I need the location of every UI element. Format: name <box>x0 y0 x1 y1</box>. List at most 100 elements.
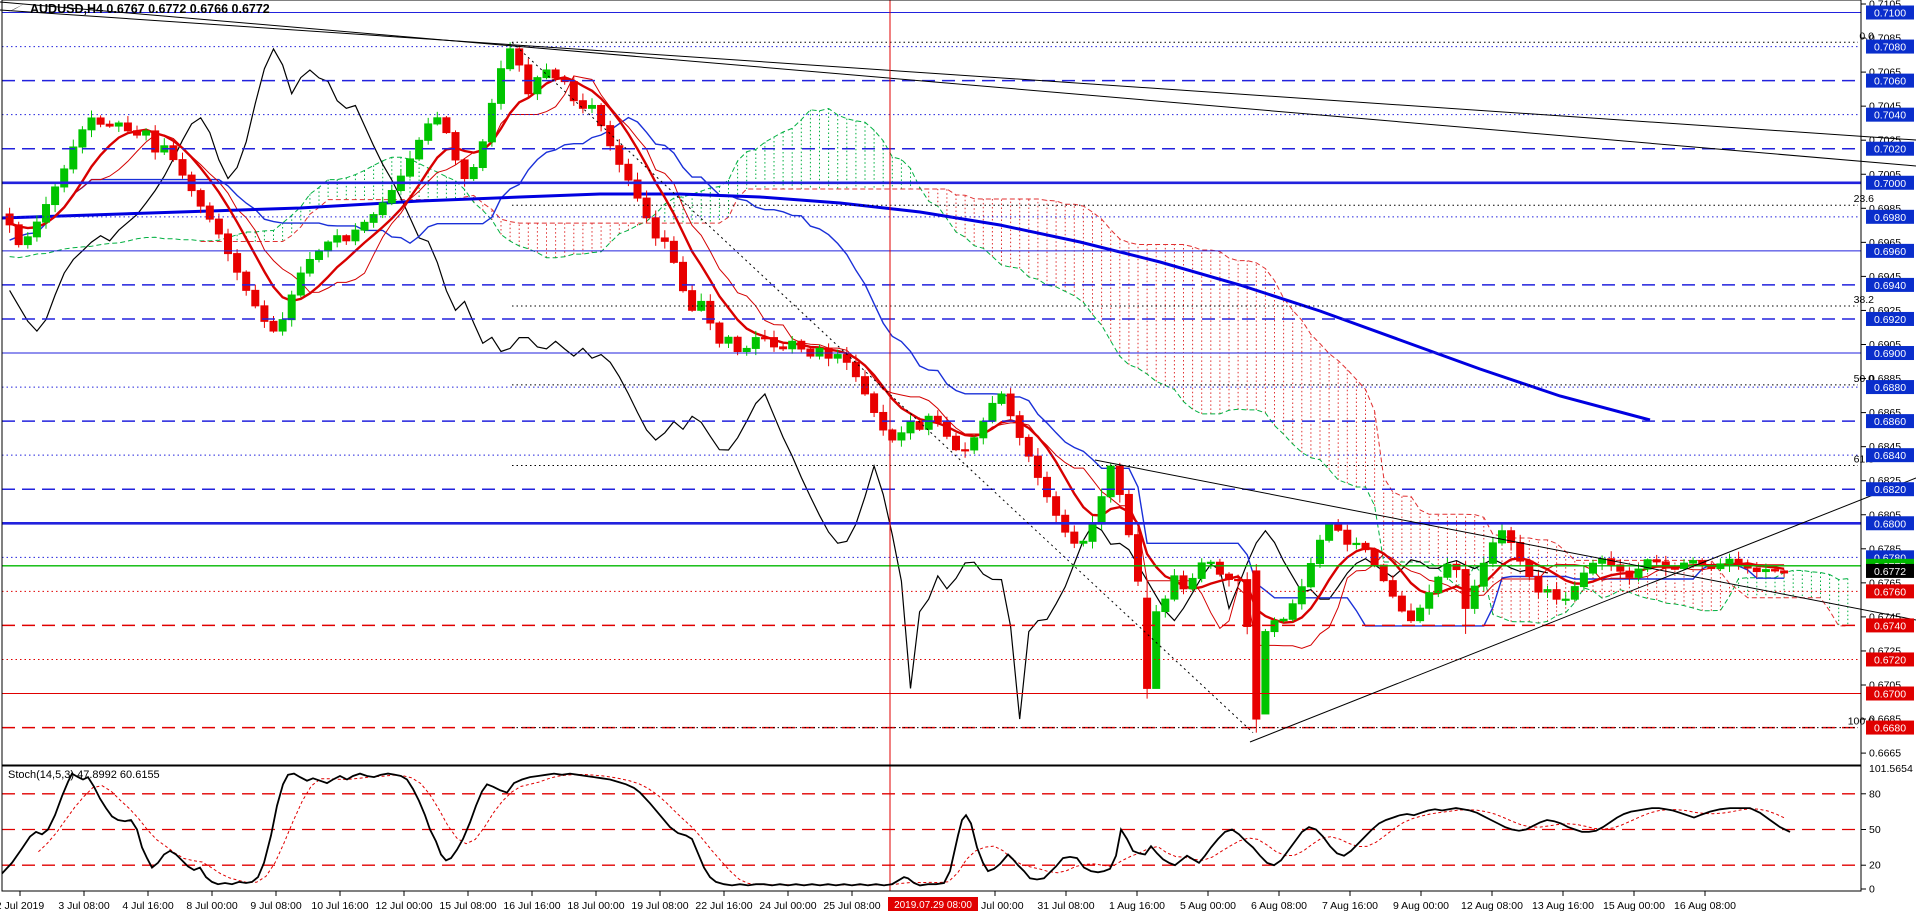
time-tick-label: 22 Jul 16:00 <box>695 900 752 912</box>
candle-down <box>1388 580 1397 597</box>
candle-down <box>633 179 642 199</box>
candle-down <box>861 376 869 395</box>
ichimoku-cloud <box>9 107 1849 627</box>
price-tag-blue-text: 0.6800 <box>1874 518 1906 530</box>
candle-down <box>679 261 687 292</box>
candle-down <box>14 224 23 246</box>
price-axis: 0.66650.66850.67050.67250.67450.67650.67… <box>1861 0 1914 760</box>
bid-price-tag-text: 0.6772 <box>1874 566 1906 578</box>
time-axis: 2 Jul 2019 3 Jul 08:00 4 Jul 16:00 8 Jul 00… <box>0 891 1736 912</box>
candle-down <box>569 81 578 102</box>
time-highlight-tag <box>888 897 978 911</box>
candle-down <box>1552 589 1561 600</box>
candle-up <box>1206 561 1215 564</box>
candle-up <box>406 158 414 177</box>
price-tick-label: 0.7105 <box>1869 0 1901 11</box>
time-tick-label: 8 Jul 00:00 <box>186 900 238 912</box>
candle-up <box>1316 539 1324 565</box>
candle-down <box>5 213 14 226</box>
candle-down <box>1124 493 1133 536</box>
candle-up <box>1643 559 1652 570</box>
candle-down <box>1507 530 1516 544</box>
candle-down <box>851 361 860 378</box>
candle-down <box>779 346 788 350</box>
candle-up <box>369 214 378 223</box>
candle-up <box>988 402 997 422</box>
candle-up <box>1689 560 1698 564</box>
price-tag-blue-text: 0.6820 <box>1874 484 1906 496</box>
candle-down <box>1407 610 1415 622</box>
candle-up <box>333 235 342 243</box>
candle-up <box>478 141 487 169</box>
candle-up <box>997 393 1006 404</box>
stoch-tick-label: 80 <box>1869 788 1881 800</box>
indicator-lines <box>1 47 1785 720</box>
candle-down <box>1070 531 1079 544</box>
candle-up <box>114 122 123 127</box>
candle-up <box>897 432 906 441</box>
candle-down <box>870 393 879 413</box>
candle-up <box>1434 576 1443 594</box>
time-tick-label: 12 Jul 00:00 <box>375 900 432 912</box>
candle-up <box>742 347 751 353</box>
time-tick-label: 16 Jul 16:00 <box>503 900 560 912</box>
candle-up <box>23 236 32 246</box>
candle-down <box>1343 529 1352 545</box>
candle-down <box>342 235 351 242</box>
candle-down <box>1516 542 1525 562</box>
price-tag-blue <box>1866 209 1914 224</box>
candle-down <box>706 300 715 324</box>
price-tag-red-text: 0.6680 <box>1874 723 1906 735</box>
candle-up <box>815 347 824 357</box>
candle-down <box>551 69 560 79</box>
fib-diagonal-line <box>511 41 1254 734</box>
candle-up <box>415 139 424 160</box>
price-tag-blue <box>1866 39 1914 54</box>
price-tag-blue <box>1866 243 1914 258</box>
candle-up <box>433 117 442 125</box>
price-tag-red-text: 0.6760 <box>1874 586 1906 598</box>
candle-down <box>915 421 924 430</box>
price-tag-blue <box>1866 414 1914 429</box>
price-tick-label: 0.6665 <box>1869 748 1901 760</box>
price-tag-blue <box>1866 380 1914 395</box>
candle-down <box>1043 476 1051 498</box>
candle-up <box>1498 530 1506 544</box>
candle-up <box>924 415 933 430</box>
candle-down <box>1379 564 1388 582</box>
borders <box>1 0 1862 892</box>
time-tick-label: 5 Aug 00:00 <box>1180 900 1236 912</box>
tenkan-sen-line <box>9 75 1785 649</box>
candle-down <box>797 340 806 350</box>
candle-up <box>1279 618 1288 622</box>
candle-down <box>1334 524 1343 531</box>
candle-up <box>1288 603 1297 620</box>
time-highlight-text: 2019.07.29 08:00 <box>894 900 972 911</box>
candle-up <box>296 272 305 296</box>
candle-down <box>1661 561 1670 569</box>
ma-blue-thick <box>1 192 1651 422</box>
kijun-sen-line <box>9 116 1785 627</box>
price-tag-blue-text: 0.7040 <box>1874 110 1906 122</box>
candle-up <box>487 102 496 143</box>
candle-up <box>533 77 542 95</box>
indicator-border <box>1 765 1862 892</box>
trendlines[interactable] <box>0 1 1916 743</box>
candle-up <box>1297 586 1306 605</box>
price-tag-red <box>1866 720 1914 735</box>
indicator-axis: 101.5654 80 50 20 0 <box>1861 763 1913 896</box>
candle-up <box>1761 569 1770 573</box>
time-tick-label: 9 Aug 00:00 <box>1393 900 1449 912</box>
time-tick-label: 9 Jul 08:00 <box>250 900 302 912</box>
candle-down <box>942 421 951 437</box>
time-tick-label: 18 Jul 00:00 <box>567 900 624 912</box>
price-tag-red <box>1866 584 1914 599</box>
candle-up <box>1416 607 1425 622</box>
candle-up <box>788 340 797 350</box>
candle-down <box>269 320 278 332</box>
stochastic-panel <box>1 772 1861 887</box>
candle-down <box>1670 567 1679 570</box>
